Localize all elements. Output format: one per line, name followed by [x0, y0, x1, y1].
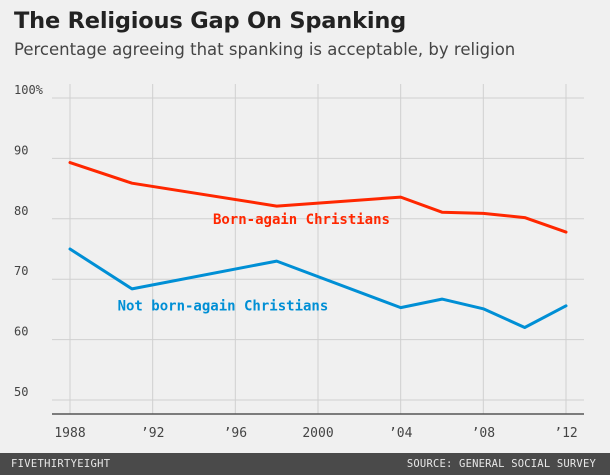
y-tick-label: 50 [14, 385, 28, 399]
source-note: SOURCE: GENERAL SOCIAL SURVEY [406, 458, 596, 470]
y-tick-label: 70 [14, 264, 28, 278]
y-tick-label: 100% [14, 83, 44, 97]
chart-series-labels: Born-again Christians Not born-again Chri… [118, 212, 390, 314]
y-tick-label: 80 [14, 204, 28, 218]
x-tick-label: ’92 [141, 426, 164, 441]
chart-series [68, 161, 568, 329]
x-tick-label: ’12 [554, 426, 577, 441]
line-chart: 100% 90 80 70 60 50 1988 ’92 ’96 2000 ’04 ’08 ’12 Bo… [14, 83, 584, 441]
chart-title: The Religious Gap On Spanking [14, 8, 407, 34]
x-tick-label: 1988 [54, 426, 85, 441]
y-tick-label: 90 [14, 143, 28, 157]
series-line-1 [68, 161, 568, 234]
brand-logo-text: FIVETHIRTYEIGHT [11, 458, 111, 470]
x-tick-label: ’04 [389, 426, 413, 441]
chart-axes: 100% 90 80 70 60 50 1988 ’92 ’96 2000 ’04 ’08 ’12 [14, 83, 584, 441]
chart-grid [52, 84, 584, 414]
series-label-2: Not born-again Christians [118, 299, 329, 315]
footer-bar: FIVETHIRTYEIGHT SOURCE: GENERAL SOCIAL S… [0, 453, 610, 475]
chart-subtitle: Percentage agreeing that spanking is acc… [14, 40, 516, 59]
series-label-1: Born-again Christians [213, 212, 390, 228]
x-tick-label: ’96 [224, 426, 247, 441]
x-tick-label: 2000 [302, 426, 333, 441]
series-line-2 [68, 247, 568, 329]
y-tick-label: 60 [14, 325, 28, 339]
x-tick-label: ’08 [472, 426, 495, 441]
